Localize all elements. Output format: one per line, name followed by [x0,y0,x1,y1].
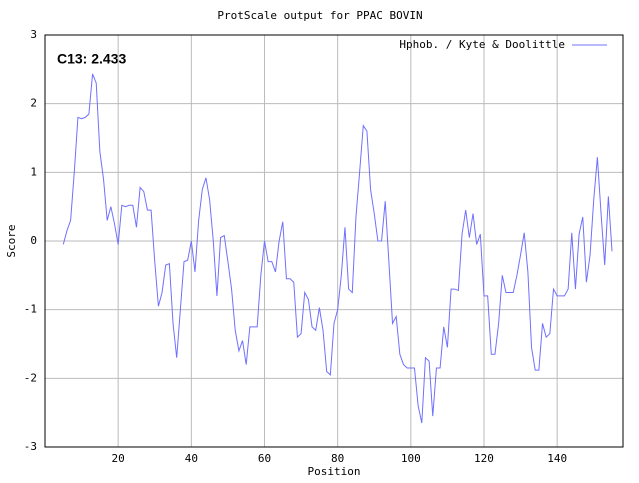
y-tick-label: 3 [30,28,37,41]
x-axis-label: Position [308,465,361,478]
x-tick-label: 80 [331,452,344,465]
annotation: C13: 2.433 [57,51,126,67]
y-tick-label: 1 [30,165,37,178]
x-tick-label: 60 [258,452,271,465]
x-tick-label: 120 [474,452,494,465]
chart-title: ProtScale output for PPAC BOVIN [217,9,422,22]
y-axis-label: Score [5,224,18,257]
data-line [62,73,613,424]
x-tick-label: 20 [112,452,125,465]
y-tick-label: 0 [30,234,37,247]
x-tick-label: 100 [401,452,421,465]
y-tick-label: 2 [30,97,37,110]
x-tick-label: 140 [547,452,567,465]
y-tick-label: -2 [24,371,37,384]
x-tick-label: 40 [185,452,198,465]
plot-frame [44,34,624,448]
legend-label: Hphob. / Kyte & Doolittle [399,38,565,51]
y-tick-label: -3 [24,440,37,453]
y-tick-label: -1 [24,303,37,316]
